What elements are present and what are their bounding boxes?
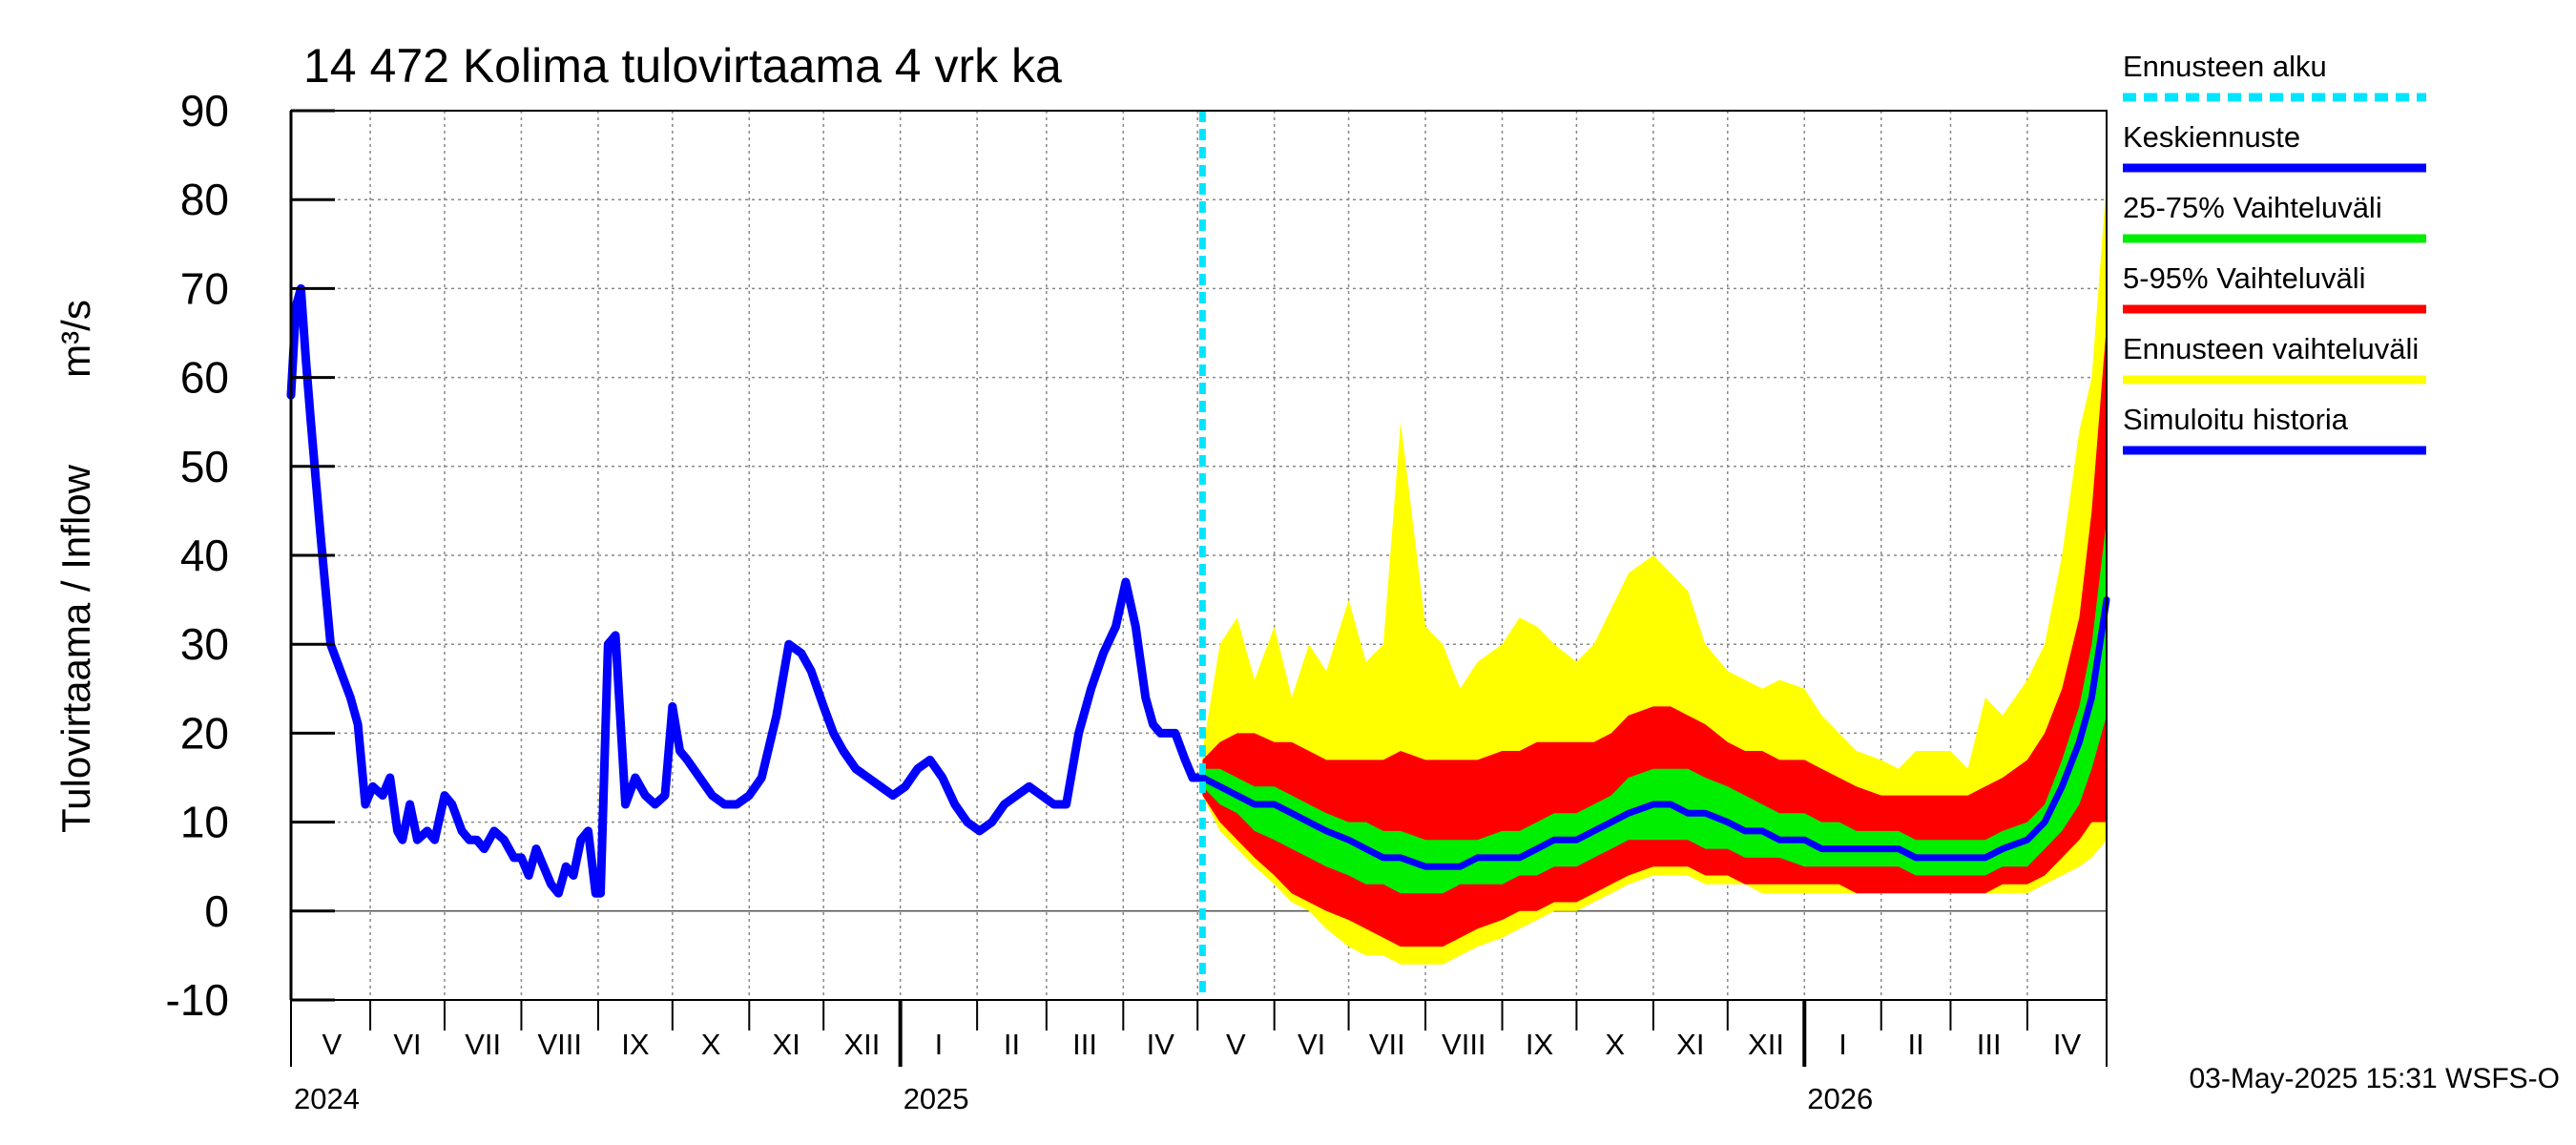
x-year-label: 2025: [904, 1082, 969, 1115]
legend-label: 5-95% Vaihteluväli: [2123, 261, 2365, 295]
y-tick-label: 40: [180, 531, 229, 580]
legend: Ennusteen alku Keskiennuste 25-75% Vaihtel…: [2123, 50, 2426, 455]
y-tick-label: 90: [180, 86, 229, 135]
y-tick-label: -10: [166, 975, 229, 1025]
chart-title: 14 472 Kolima tulovirtaama 4 vrk ka: [303, 39, 1062, 93]
grid: [291, 110, 2107, 1001]
x-month-label: XI: [1676, 1028, 1704, 1061]
x-month-label: III: [1072, 1028, 1097, 1061]
x-month-label: X: [1605, 1028, 1625, 1061]
y-tick-label: 30: [180, 619, 229, 669]
series-lines: [286, 111, 2110, 1000]
axes: [289, 109, 2108, 1067]
x-month-label: IX: [1526, 1028, 1554, 1061]
y-axis-unit: m³/s: [53, 300, 98, 378]
y-tick-label: 10: [180, 798, 229, 847]
x-month-label: VIII: [1442, 1028, 1486, 1061]
y-tick-labels: -10 0 10 20 30 40 50 60 70 80 90: [166, 86, 229, 1025]
y-tick-label: 70: [180, 263, 229, 313]
x-month-label: V: [322, 1028, 342, 1061]
band-25-75: [1202, 519, 2107, 894]
legend-label: Simuloitu historia: [2123, 403, 2349, 436]
x-month-label: VIII: [537, 1028, 582, 1061]
x-month-label: VII: [465, 1028, 501, 1061]
x-month-label: XII: [843, 1028, 880, 1061]
history-line: [286, 283, 1207, 898]
legend-label: Ennusteen vaihteluväli: [2123, 332, 2419, 365]
legend-label: Keskiennuste: [2123, 120, 2300, 154]
band-5-95: [1202, 323, 2107, 947]
y-tick-label: 80: [180, 175, 229, 224]
x-month-label: I: [935, 1028, 944, 1061]
x-month-label: VI: [393, 1028, 421, 1061]
y-tick-label: 0: [204, 886, 229, 936]
legend-label: Ennusteen alku: [2123, 50, 2327, 83]
x-month-label: I: [1839, 1028, 1847, 1061]
x-month-label: IX: [621, 1028, 650, 1061]
y-tick-label: 60: [180, 353, 229, 403]
x-month-label: X: [701, 1028, 721, 1061]
footer-timestamp: 03-May-2025 15:31 WSFS-O: [2190, 1063, 2561, 1094]
x-year-label: 2026: [1807, 1082, 1873, 1115]
x-month-label: V: [1226, 1028, 1246, 1061]
y-axis-label: Tulovirtaama / Inflow: [53, 464, 98, 833]
x-month-label: III: [1977, 1028, 2002, 1061]
x-month-label: II: [1907, 1028, 1923, 1061]
x-month-label: VI: [1298, 1028, 1325, 1061]
x-year-label: 2024: [294, 1082, 360, 1115]
x-month-label: IV: [2053, 1028, 2082, 1061]
x-month-label: XI: [773, 1028, 800, 1061]
y-tick-label: 20: [180, 708, 229, 758]
x-month-label: VII: [1369, 1028, 1405, 1061]
y-tick-label: 50: [180, 442, 229, 491]
legend-label: 25-75% Vaihteluväli: [2123, 191, 2382, 224]
forecast-mean-line: [1198, 596, 2110, 870]
forecast-bands: [1202, 181, 2107, 965]
x-month-label: IV: [1147, 1028, 1175, 1061]
x-month-label: II: [1004, 1028, 1020, 1061]
x-month-label: XII: [1748, 1028, 1784, 1061]
x-tick-labels: V VI VII VIII IX X XI XII I II III IV V VI VII VIII IX X X…: [294, 1028, 2081, 1115]
